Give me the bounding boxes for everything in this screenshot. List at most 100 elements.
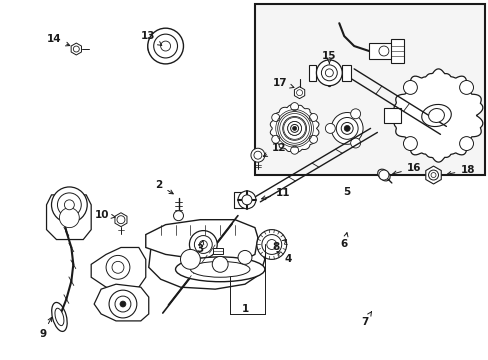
- Polygon shape: [368, 43, 393, 59]
- Circle shape: [238, 251, 251, 264]
- Text: 15: 15: [322, 51, 336, 64]
- Polygon shape: [393, 69, 482, 162]
- Circle shape: [277, 112, 311, 145]
- Circle shape: [427, 170, 438, 180]
- Text: 6: 6: [340, 233, 347, 249]
- Polygon shape: [309, 65, 316, 81]
- Ellipse shape: [427, 108, 444, 122]
- Circle shape: [51, 187, 87, 223]
- Text: 10: 10: [94, 210, 115, 220]
- Text: 7: 7: [360, 312, 371, 327]
- Polygon shape: [91, 247, 145, 291]
- Circle shape: [189, 231, 217, 258]
- Circle shape: [309, 135, 317, 143]
- Text: 8: 8: [272, 240, 286, 252]
- Circle shape: [57, 193, 81, 217]
- Text: 4: 4: [276, 252, 291, 264]
- Circle shape: [109, 290, 137, 318]
- Circle shape: [350, 138, 360, 148]
- Circle shape: [180, 249, 200, 269]
- Circle shape: [321, 65, 337, 81]
- Circle shape: [106, 255, 130, 279]
- Text: 11: 11: [261, 188, 290, 200]
- Circle shape: [282, 117, 306, 140]
- Polygon shape: [145, 220, 257, 260]
- Text: 2: 2: [155, 180, 173, 194]
- Ellipse shape: [190, 261, 249, 277]
- Polygon shape: [390, 39, 403, 63]
- Text: 1: 1: [241, 304, 248, 314]
- Polygon shape: [294, 87, 304, 99]
- Circle shape: [266, 239, 276, 249]
- Circle shape: [115, 296, 131, 312]
- Circle shape: [316, 60, 342, 86]
- Polygon shape: [115, 213, 127, 227]
- Circle shape: [60, 208, 79, 228]
- Polygon shape: [71, 43, 81, 55]
- Circle shape: [147, 28, 183, 64]
- Circle shape: [403, 137, 417, 150]
- Circle shape: [459, 137, 472, 150]
- Polygon shape: [94, 284, 148, 321]
- Ellipse shape: [175, 257, 264, 282]
- Text: 3: 3: [196, 240, 203, 255]
- Circle shape: [64, 200, 74, 210]
- Circle shape: [325, 69, 333, 77]
- Circle shape: [161, 41, 170, 51]
- Circle shape: [173, 211, 183, 221]
- Ellipse shape: [377, 169, 389, 181]
- Text: 9: 9: [40, 318, 52, 339]
- Circle shape: [378, 170, 388, 180]
- Circle shape: [120, 301, 126, 307]
- Polygon shape: [342, 65, 350, 81]
- Circle shape: [271, 135, 279, 143]
- Circle shape: [73, 46, 79, 52]
- Circle shape: [331, 113, 362, 144]
- Text: 13: 13: [141, 31, 162, 45]
- Circle shape: [459, 81, 472, 94]
- Text: 17: 17: [272, 78, 293, 88]
- Circle shape: [309, 113, 317, 121]
- Circle shape: [199, 240, 207, 248]
- Circle shape: [290, 125, 298, 132]
- Ellipse shape: [55, 308, 64, 326]
- Polygon shape: [46, 195, 91, 239]
- Text: 14: 14: [47, 34, 70, 46]
- Circle shape: [112, 261, 123, 273]
- Circle shape: [238, 191, 255, 209]
- Circle shape: [430, 172, 435, 177]
- Circle shape: [253, 151, 262, 159]
- Ellipse shape: [148, 33, 177, 59]
- Circle shape: [194, 235, 212, 253]
- Text: 16: 16: [392, 163, 420, 175]
- Circle shape: [341, 122, 352, 134]
- Circle shape: [153, 34, 177, 58]
- Circle shape: [290, 146, 298, 154]
- Circle shape: [325, 123, 335, 133]
- Circle shape: [336, 117, 357, 139]
- Circle shape: [262, 235, 281, 255]
- Circle shape: [212, 256, 228, 272]
- Ellipse shape: [52, 302, 67, 332]
- Circle shape: [378, 46, 388, 56]
- Circle shape: [344, 125, 349, 131]
- Circle shape: [242, 195, 251, 205]
- Circle shape: [117, 216, 124, 224]
- Text: 12: 12: [263, 143, 285, 156]
- Polygon shape: [425, 166, 440, 184]
- Polygon shape: [234, 192, 244, 208]
- Text: 18: 18: [447, 165, 474, 175]
- Polygon shape: [148, 230, 264, 289]
- Circle shape: [403, 81, 417, 94]
- Polygon shape: [213, 248, 223, 255]
- Bar: [254, 4, 484, 175]
- Circle shape: [250, 148, 264, 162]
- Circle shape: [292, 126, 296, 130]
- Polygon shape: [270, 105, 318, 152]
- Circle shape: [271, 113, 279, 121]
- Circle shape: [287, 121, 301, 135]
- Polygon shape: [383, 108, 400, 123]
- Ellipse shape: [421, 104, 450, 127]
- Text: 5: 5: [343, 187, 350, 197]
- Circle shape: [350, 109, 360, 119]
